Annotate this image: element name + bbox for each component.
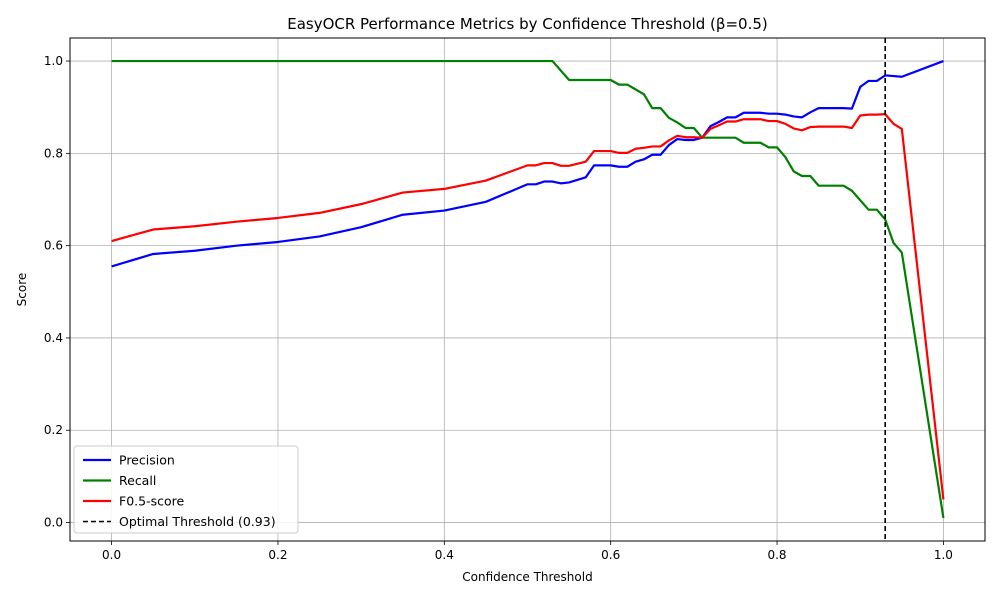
series-line-recall	[111, 59, 945, 519]
legend-label: Recall	[119, 473, 156, 488]
chart-title: EasyOCR Performance Metrics by Confidenc…	[287, 15, 768, 33]
legend-label: F0.5-score	[119, 494, 184, 509]
y-tick-label: 0.2	[44, 423, 63, 437]
plot-frame	[69, 37, 986, 542]
series-lines	[111, 59, 945, 519]
y-axis-label: Score	[15, 273, 29, 307]
x-axis-label: Confidence Threshold	[462, 570, 592, 584]
legend-box	[73, 445, 299, 534]
x-tick-label: 0.2	[268, 548, 287, 562]
y-tick-label: 1.0	[44, 54, 63, 68]
series-line-f0-5-score	[111, 113, 945, 500]
x-tick-label: 1.0	[934, 548, 953, 562]
y-tick-label: 0.8	[44, 146, 63, 160]
legend-label: Optimal Threshold (0.93)	[119, 514, 276, 529]
y-tick-label: 0.0	[44, 516, 63, 530]
x-tick-label: 0.4	[435, 548, 454, 562]
y-tick-label: 0.6	[44, 239, 63, 253]
x-tick-label: 0.6	[601, 548, 620, 562]
series-line-precision	[111, 60, 944, 268]
x-tick-label: 0.0	[102, 548, 121, 562]
y-tick-label: 0.4	[44, 331, 63, 345]
axis-ticks: 0.0 0.2 0.4 0.6 0.8 1.0 0.0 0.2 0.4 0.6 0.8 1.0	[44, 54, 953, 562]
legend: Precision Recall F0.5-score Optimal Thresho…	[73, 445, 299, 534]
legend-label: Precision	[119, 453, 175, 468]
x-tick-label: 0.8	[767, 548, 786, 562]
